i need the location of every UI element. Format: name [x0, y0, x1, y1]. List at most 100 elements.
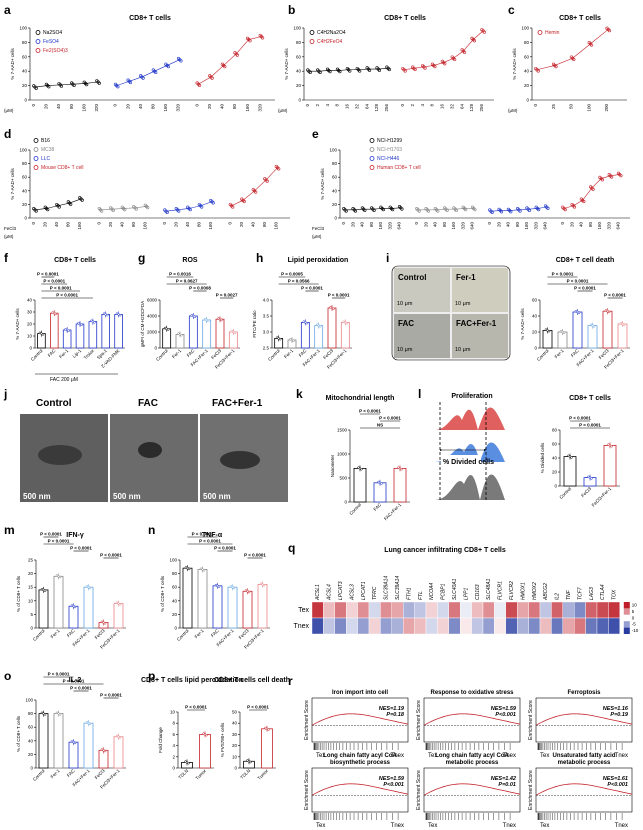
scale-label: 5 — [632, 609, 635, 614]
y-tick-label: 40 — [524, 69, 530, 74]
bar-point — [67, 329, 70, 332]
bar-point — [292, 339, 295, 342]
bar-point — [193, 315, 197, 318]
gsea-p: P<0.001 — [607, 782, 628, 788]
legend-marker — [309, 30, 315, 35]
gene-label: TNF — [566, 589, 572, 600]
y-tick-label: 40 — [552, 456, 558, 461]
y-tick-label: 20 — [552, 470, 558, 475]
legend-marker — [309, 39, 315, 44]
y-tick-label: 0 — [29, 346, 32, 351]
y-tick-label: 0 — [30, 766, 33, 771]
data-point — [254, 190, 258, 194]
x-tick-label: 320 — [257, 104, 262, 112]
gsea-nes: NES=1.16 — [603, 706, 629, 712]
data-point — [277, 167, 281, 171]
y-tick-label: 0 — [174, 626, 177, 631]
bar-point — [73, 605, 77, 609]
y-tick-label: 6000 — [147, 298, 158, 303]
y-axis-label: % 7-AAD+ cells — [512, 48, 517, 80]
panel-a: a CD8+ T cells Na2SO4 FeSO4 Fe2(SO4)3 0 20 4… — [4, 3, 275, 113]
bar — [182, 567, 193, 629]
panel-f-title: CD8+ T cells — [54, 257, 96, 264]
y-tick-label: 80 — [524, 40, 530, 45]
bar-point — [262, 583, 266, 587]
heat-cell — [448, 617, 461, 635]
x-tick-label: 4 — [420, 104, 425, 107]
panel-letter-k: k — [296, 387, 303, 401]
x-unit: (μM) — [312, 234, 322, 239]
em-fac — [110, 414, 198, 502]
data-point — [472, 39, 477, 43]
bar-point — [267, 728, 270, 731]
data-point — [179, 59, 183, 63]
gene-label: SLC39A14 — [384, 576, 390, 600]
sig-label: P < 0.0001 — [70, 546, 92, 551]
x-tick-label: Fer-1 — [554, 348, 565, 359]
x-tick-label: 80 — [232, 104, 237, 110]
y-tick-label: 20 — [28, 571, 34, 576]
heat-cell — [448, 601, 461, 619]
x-tick-label: 20 — [174, 222, 179, 228]
heat-cell — [414, 617, 427, 635]
y-tick-label: 100 — [521, 26, 529, 31]
heat-cell — [391, 617, 404, 635]
bar — [68, 741, 79, 769]
legend-label: Human CD8+ T cell — [377, 165, 421, 171]
bar-point — [58, 575, 62, 579]
legend-marker — [537, 30, 543, 35]
bar-point — [610, 444, 613, 448]
data-point — [154, 70, 158, 74]
gsea-curve — [535, 713, 633, 726]
series-line — [345, 207, 401, 211]
panel-n-plot: 0 20 40 60 80 100 % of CD8+ T cells Control Fer-… — [160, 532, 270, 650]
heat-cell — [494, 601, 506, 619]
sig-label: P < 0.0001 — [574, 286, 596, 291]
gene-label: FTL — [418, 591, 424, 600]
x-tick-label: 2 — [315, 104, 320, 107]
panel-l-plot: 0 20 40 60 80 % Divided cells Control FeCl3FeCl… — [540, 416, 620, 508]
heat-cell — [357, 617, 370, 635]
bar — [38, 713, 49, 769]
y-tick-label: 4000 — [147, 314, 158, 319]
data-point — [97, 81, 101, 85]
heat-cell — [528, 601, 541, 619]
y-tick-label: 60 — [22, 54, 28, 59]
panel-letter-r: r — [288, 674, 293, 688]
sig-label: P = 0.0016 — [169, 272, 191, 277]
gsea-curve — [423, 783, 521, 796]
heat-cell — [425, 617, 438, 635]
panel-k: k Mitochondrial length 0 500 1000 1500 Nanom… — [296, 387, 410, 521]
x-unit: (μM) — [4, 108, 14, 113]
scale-cell — [623, 602, 630, 609]
series-line — [116, 59, 180, 86]
legend-marker — [369, 156, 375, 161]
bar-point — [233, 331, 237, 334]
gene-label: SLC48A1 — [486, 578, 492, 600]
x-tick-label: 20 — [125, 104, 130, 110]
data-point — [211, 201, 215, 205]
panel-c-legend: Hemin — [537, 30, 560, 36]
gsea-title: metabolic process — [446, 760, 499, 766]
bar-point — [118, 313, 122, 317]
bar — [587, 325, 598, 349]
x-tick-label: Fer-1 — [194, 628, 205, 639]
y-axis-label: % 7-AAD+ cells — [10, 48, 15, 80]
x-tick-label: 128 — [374, 104, 379, 112]
gsea-curve — [311, 713, 409, 726]
panel-b-title: CD8+ T cells — [384, 15, 426, 22]
legend-label: FeSO4 — [43, 39, 59, 45]
panel-d: d B16 MC38 LLC Mouse CD8+ T cell 0 20 40 60 80 1… — [4, 127, 290, 239]
micro-label-control: Control — [398, 273, 426, 282]
heat-cell — [482, 601, 495, 619]
gsea-xlabel-left: Tex — [540, 823, 549, 829]
heat-cell — [380, 601, 392, 619]
panel-m-title: IFN-γ — [66, 532, 84, 539]
panel-d-plot: 0 20 40 60 80 100 % 7-AAD+ cells 0 20 40 80 160 0 20 4… — [4, 148, 290, 239]
x-tick-label: 40 — [433, 222, 438, 228]
bar-point — [187, 761, 190, 765]
gene-label: FTH1 — [406, 587, 412, 600]
y-tick-label: 0 — [24, 98, 27, 103]
hist-red — [435, 407, 505, 430]
